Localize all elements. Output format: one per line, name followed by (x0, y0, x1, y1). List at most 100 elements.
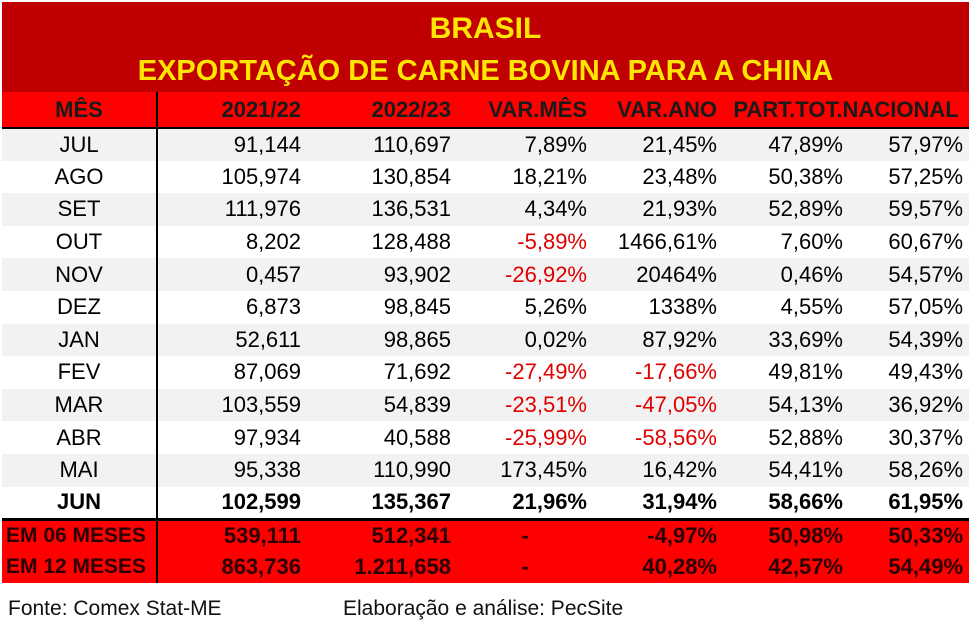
part-2021-22-cell: 49,81% (768, 359, 843, 385)
month-cell: SET (2, 193, 158, 226)
month-cell: OUT (2, 225, 158, 259)
table-title: BRASIL (429, 12, 542, 45)
export-table: MÊS 2021/22 2022/23 VAR.MÊS VAR.ANO PART… (2, 92, 970, 584)
var-ano-cell: 1466,61% (617, 229, 717, 255)
var-mes-cell: 4,34% (457, 193, 593, 226)
part-2021-22-cell: 50,98% (723, 517, 849, 552)
var-mes-cell: 173,45% (457, 453, 593, 487)
part-2022-23-cell: 30,37% (888, 424, 964, 450)
month-cell: ABR (2, 421, 158, 454)
month-cell: AGO (2, 160, 158, 194)
total-row: EM 12 MESES 863,736 1.211,658-40,28% 42,57%… (2, 551, 970, 584)
part-2022-23-cell: 60,67% (888, 229, 964, 255)
value-2021-22-cell: 97,934 (233, 424, 301, 450)
part-2022-23-cell: 54,57% (849, 258, 970, 291)
value-2022-23-cell: 98,865 (307, 323, 457, 357)
month-cell: FEV (2, 356, 158, 389)
var-ano-cell: 31,94% (642, 489, 717, 515)
part-2022-23-cell: 57,05% (888, 294, 964, 320)
column-header-var-ano: VAR.ANO (593, 92, 723, 129)
value-2021-22-cell: 6,873 (245, 294, 301, 320)
var-ano-cell: 23,48% (642, 163, 717, 189)
var-mes-cell: 5,26% (524, 294, 587, 320)
part-2021-22-cell: 58,66% (768, 489, 843, 515)
part-2022-23-cell: 57,25% (888, 163, 964, 189)
var-mes-cell: 18,21% (512, 163, 587, 189)
value-2021-22-cell: 52,611 (157, 323, 307, 357)
table-body: JUL 91,144 110,697 7,89% 21,45% 47,89% 57,97% A… (2, 128, 970, 584)
part-2022-23-cell: 49,43% (888, 359, 964, 385)
month-cell: JUL (2, 128, 158, 161)
part-2021-22-cell: 50,38% (768, 163, 843, 189)
value-2022-23-cell: 130,854 (371, 163, 451, 189)
table-row: JUN 102,599 135,367 21,96% 31,94% 58,66% 61,95… (2, 486, 969, 520)
table-row: JAN 52,611 98,865 0,02% 87,92% 33,69% 54,39% (2, 323, 970, 357)
value-2022-23-cell: 128,488 (371, 229, 451, 255)
table-row: NOV 0,457 93,902 -26,92% 20464% 0,46% 54,57% (2, 258, 970, 291)
value-2022-23-cell: 71,692 (383, 359, 451, 385)
var-mes-cell: 0,02% (457, 323, 593, 357)
month-cell: EM 12 MESES (2, 551, 158, 584)
table-row: MAI 95,338 110,990 173,45% 16,42% 54,41% 58,26… (2, 453, 970, 487)
table-row: JUL 91,144 110,697 7,89% 21,45% 47,89% 57,97% (2, 128, 970, 161)
value-2022-23-cell: 98,845 (383, 294, 451, 320)
table-header-banner: BRASIL EXPORTAÇÃO DE CARNE BOVINA PARA A… (2, 2, 969, 92)
var-mes-cell: 21,96% (512, 489, 587, 515)
month-cell: DEZ (2, 290, 158, 324)
column-header-part-tot-nacional: PART.TOT.NACIONAL (723, 92, 970, 129)
month-cell: MAI (2, 453, 158, 487)
table-row: DEZ 6,873 98,845 5,26% 1338% 4,55% 57,05% (2, 290, 969, 324)
column-header-var-mes: VAR.MÊS (457, 92, 593, 129)
value-2021-22-cell: 102,599 (221, 489, 301, 515)
table-subtitle: EXPORTAÇÃO DE CARNE BOVINA PARA A CHINA (137, 55, 834, 87)
month-cell: MAR (2, 388, 158, 422)
value-2022-23-cell: 512,341 (307, 517, 457, 552)
var-ano-cell: -58,56% (635, 424, 717, 450)
value-2022-23-cell: 93,902 (307, 258, 457, 291)
part-2022-23-cell: 59,57% (849, 193, 970, 226)
part-2021-22-cell: 7,60% (780, 229, 843, 255)
part-2022-23-cell: 50,33% (849, 517, 970, 552)
part-2022-23-cell: 61,95% (888, 489, 964, 515)
part-2021-22-cell: 52,89% (723, 193, 849, 226)
value-2021-22-cell: 8,202 (245, 229, 301, 255)
part-2021-22-cell: 47,89% (723, 128, 849, 161)
month-cell: JAN (2, 323, 158, 357)
var-ano-cell: 20464% (593, 258, 723, 291)
column-header-mes: MÊS (2, 92, 158, 129)
value-2021-22-cell: 91,144 (157, 128, 307, 161)
var-mes-cell: -25,99% (505, 424, 587, 450)
value-2021-22-cell: 111,976 (157, 193, 307, 226)
var-ano-cell: -17,66% (635, 359, 717, 385)
part-2022-23-cell: 58,26% (849, 453, 970, 487)
value-2022-23-cell: 1.211,658 (307, 551, 457, 584)
part-2021-22-cell: 54,13% (723, 388, 849, 422)
table-row: OUT 8,202 128,488 -5,89% 1466,61% 7,60% 60,67% (2, 225, 969, 259)
var-ano-cell: 16,42% (593, 453, 723, 487)
value-2021-22-cell: 87,069 (233, 359, 301, 385)
var-ano-cell: -47,05% (593, 388, 723, 422)
value-2022-23-cell: 110,697 (307, 128, 457, 161)
part-2022-23-cell: 36,92% (849, 388, 970, 422)
var-mes-cell: - (457, 551, 593, 584)
value-2021-22-cell: 95,338 (157, 453, 307, 487)
source-note: Fonte: Comex Stat-ME (8, 597, 222, 620)
table-row: MAR 103,559 54,839 -23,51% -47,05% 54,13% 36,9… (2, 388, 970, 422)
var-ano-cell: 40,28% (593, 551, 723, 584)
table-row: AGO 105,974 130,854 18,21% 23,48% 50,38% 57,25… (2, 160, 969, 194)
column-header-2021-22: 2021/22 (157, 92, 307, 129)
part-2022-23-cell: 57,97% (849, 128, 970, 161)
part-2021-22-cell: 54,41% (723, 453, 849, 487)
table-row: FEV 87,069 71,692 -27,49% -17,66% 49,81% 49,43… (2, 356, 969, 389)
month-cell: NOV (2, 258, 158, 291)
part-2021-22-cell: 0,46% (723, 258, 849, 291)
part-2021-22-cell: 42,57% (723, 551, 849, 584)
total-row: EM 06 MESES 539,111 512,341- -4,97% 50,98% 50… (2, 517, 970, 552)
table-row: SET 111,976 136,531 4,34% 21,93% 52,89% 59,57% (2, 193, 970, 226)
column-header-row: MÊS 2021/22 2022/23 VAR.MÊS VAR.ANO PART… (2, 92, 970, 129)
var-ano-cell: 1338% (648, 294, 717, 320)
value-2022-23-cell: 40,588 (383, 424, 451, 450)
var-mes-cell: -5,89% (517, 229, 587, 255)
var-ano-cell: -4,97% (593, 517, 723, 552)
part-2022-23-cell: 54,49% (849, 551, 970, 584)
